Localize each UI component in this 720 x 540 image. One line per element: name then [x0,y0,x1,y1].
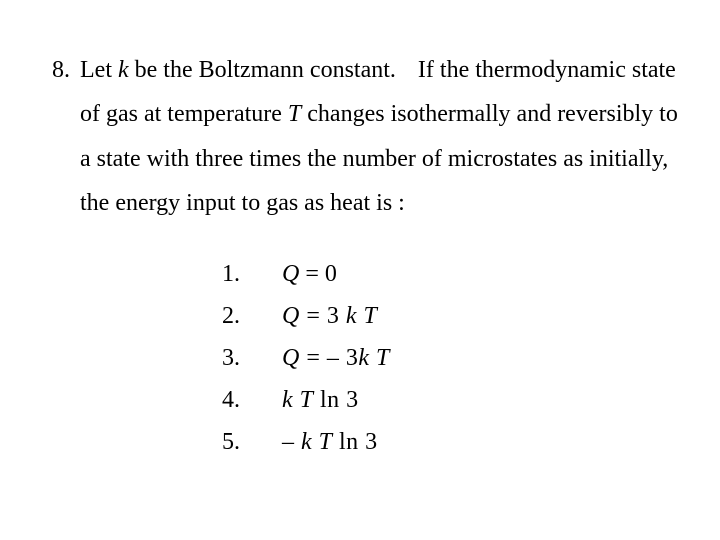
option-expr: ln 3 [314,387,359,413]
stem-text: be the Boltzmann constant. [129,57,396,83]
question-block: 8. Let k be the Boltzmann constant.If th… [40,48,680,226]
var-k: k [301,429,312,455]
stem-text: Let [80,57,118,83]
var-Q: Q [282,345,300,371]
var-k: k [118,57,129,83]
var-Q: Q [282,303,300,329]
option-text: – k T ln 3 [282,430,378,454]
var-T: T [288,101,301,127]
option-item: 2. Q = 3 k T [222,304,680,328]
option-number: 2. [222,304,282,328]
page: 8. Let k be the Boltzmann constant.If th… [0,0,720,454]
var-k: k [346,303,357,329]
question-stem: Let k be the Boltzmann constant.If the t… [80,48,680,226]
option-number: 1. [222,262,282,286]
question-number: 8. [40,48,70,92]
option-number: 5. [222,430,282,454]
option-number: 4. [222,388,282,412]
option-item: 3. Q = – 3k T [222,346,680,370]
option-text: k T ln 3 [282,388,359,412]
option-item: 5. – k T ln 3 [222,430,680,454]
options-list: 1. Q = 0 2. Q = 3 k T 3. Q = – 3k T 4. k… [222,262,680,454]
var-T: T [364,303,378,329]
option-text: Q = – 3k T [282,346,390,370]
option-expr: = 0 [299,261,337,287]
var-T: T [319,429,333,455]
var-k: k [358,345,369,371]
option-text: Q = 3 k T [282,304,377,328]
option-item: 4. k T ln 3 [222,388,680,412]
option-text: Q = 0 [282,262,337,286]
var-T: T [376,345,390,371]
option-item: 1. Q = 0 [222,262,680,286]
option-expr: ln 3 [333,429,378,455]
var-Q: Q [282,261,299,287]
option-expr: = 3 [300,303,340,329]
option-expr: = – 3 [300,345,359,371]
var-T: T [300,387,314,413]
option-number: 3. [222,346,282,370]
option-expr: – [282,429,301,455]
var-k: k [282,387,293,413]
